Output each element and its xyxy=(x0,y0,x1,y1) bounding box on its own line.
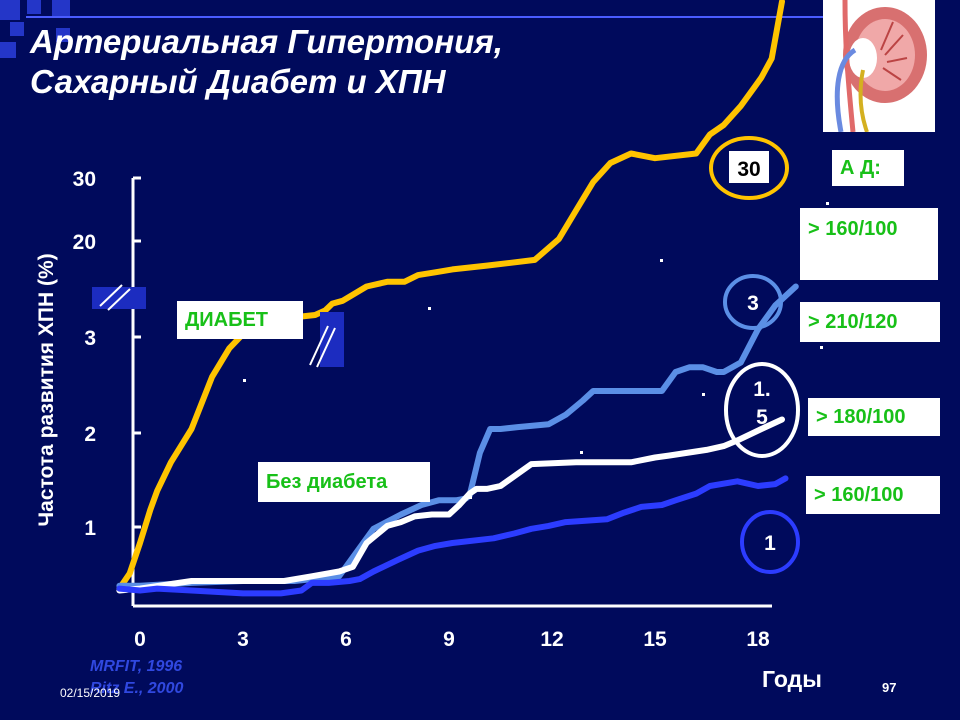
bp-label-180: > 180/100 xyxy=(808,398,940,436)
bp-label-160-yellow: > 160/100 xyxy=(800,208,938,280)
title-line-1: Артериальная Гипертония, xyxy=(30,23,503,60)
kidney-illustration xyxy=(823,0,935,133)
x-tick-label: 15 xyxy=(643,628,667,651)
end-label-1-text: 1 xyxy=(764,532,776,555)
axis-break-y xyxy=(92,284,146,311)
group-label-no-diabetes: Без диабета xyxy=(258,462,430,502)
y-ticks: 1 2 3 20 30 xyxy=(73,168,141,540)
y-axis-label: Частота развития ХПН (%) xyxy=(35,253,58,527)
end-label-1-5-text-b: 5 xyxy=(756,406,768,429)
end-label-3: 3 xyxy=(723,274,783,330)
stray-dots xyxy=(243,202,829,499)
end-label-1-5-text-a: 1. xyxy=(753,378,771,401)
x-tick-label: 18 xyxy=(746,628,770,651)
series-line-2 xyxy=(116,283,799,589)
page-title: Артериальная Гипертония, Сахарный Диабет… xyxy=(30,22,503,102)
end-label-1: 1 xyxy=(740,510,800,574)
bp-label-160-blue: > 160/100 xyxy=(806,476,940,514)
y-tick-label: 20 xyxy=(73,231,96,254)
page-number: 97 xyxy=(882,680,897,695)
source-line-1: MRFIT, 1996 xyxy=(90,658,183,675)
end-label-1-5: 1. 5 xyxy=(724,362,800,458)
end-label-30: 30 xyxy=(709,136,789,200)
slide-date: 02/15/2019 xyxy=(60,686,121,700)
end-label-3-text: 3 xyxy=(747,292,759,315)
x-ticks: 0 3 6 9 12 15 18 xyxy=(134,628,770,651)
kidney-icon xyxy=(834,0,927,133)
y-tick-label: 2 xyxy=(84,423,96,446)
x-tick-label: 6 xyxy=(340,628,352,651)
title-line-2: Сахарный Диабет и ХПН xyxy=(30,63,446,100)
x-tick-label: 12 xyxy=(540,628,563,651)
source-citation: MRFIT, 1996 Ritz E., 2000 xyxy=(90,656,183,700)
x-tick-label: 9 xyxy=(443,628,455,651)
x-tick-label: 0 xyxy=(134,628,146,651)
decorative-squares xyxy=(0,0,825,58)
series-line-4 xyxy=(116,475,789,597)
group-label-diabetes: ДИАБЕТ xyxy=(177,301,303,339)
y-tick-label: 1 xyxy=(84,517,96,540)
series-lines xyxy=(116,0,799,597)
series-line-1 xyxy=(116,0,785,592)
y-tick-label: 30 xyxy=(73,168,96,191)
series-line-3 xyxy=(116,416,785,594)
legend-title: А Д: xyxy=(832,150,904,186)
x-tick-label: 3 xyxy=(237,628,249,651)
source-line-2: Ritz E., 2000 xyxy=(90,680,184,697)
y-tick-label: 3 xyxy=(84,327,96,350)
end-label-30-text: 30 xyxy=(737,158,760,181)
axis-break-series xyxy=(309,312,344,368)
x-axis-label: Годы xyxy=(762,666,822,692)
bp-label-210: > 210/120 xyxy=(800,302,940,342)
